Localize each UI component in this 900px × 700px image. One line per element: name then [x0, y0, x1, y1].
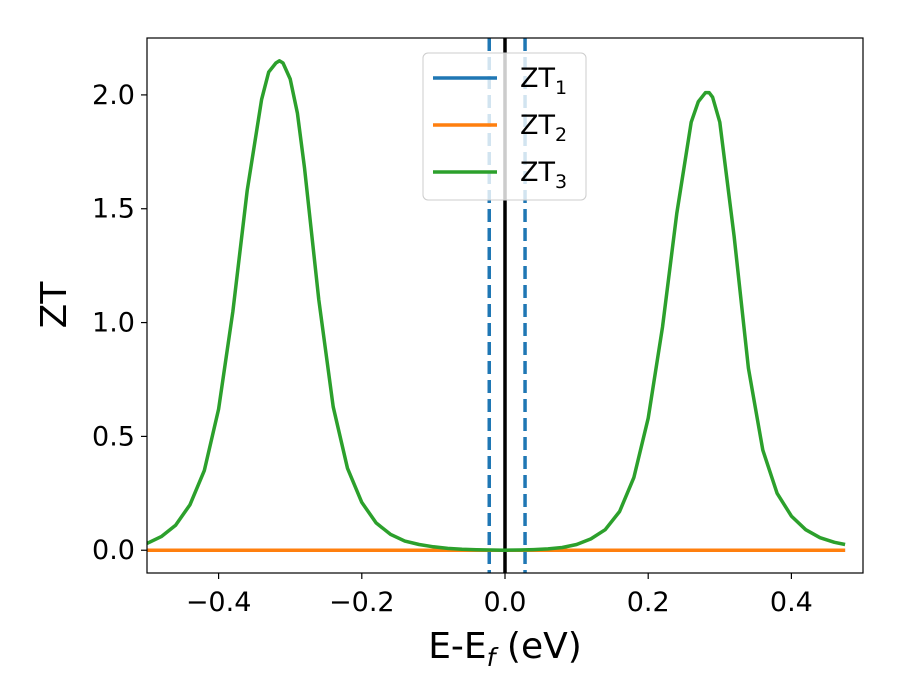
- y-axis-label: ZT: [34, 281, 75, 329]
- y-tick-label: 0.0: [92, 535, 135, 566]
- y-tick-label: 1.0: [92, 308, 135, 339]
- y-tick-label: 0.5: [92, 421, 135, 452]
- legend-box: [422, 52, 587, 201]
- y-tick-label: 2.0: [92, 80, 135, 111]
- x-axis-label: E-Ef (eV): [428, 626, 582, 672]
- legend: ZT1 ZT2 ZT3: [422, 52, 587, 201]
- legend-label-3: ZT3: [520, 157, 567, 193]
- x-tick-label: 0.2: [627, 587, 670, 618]
- legend-label-2: ZT2: [520, 110, 567, 146]
- x-tick-label: 0.0: [484, 587, 527, 618]
- series-line-3: [147, 59, 846, 552]
- x-tick-label: 0.4: [770, 587, 813, 618]
- x-tick-label: −0.4: [186, 587, 252, 618]
- legend-label-1: ZT1: [520, 63, 567, 99]
- y-tick-label: 1.5: [92, 194, 135, 225]
- x-tick-label: −0.2: [329, 587, 395, 618]
